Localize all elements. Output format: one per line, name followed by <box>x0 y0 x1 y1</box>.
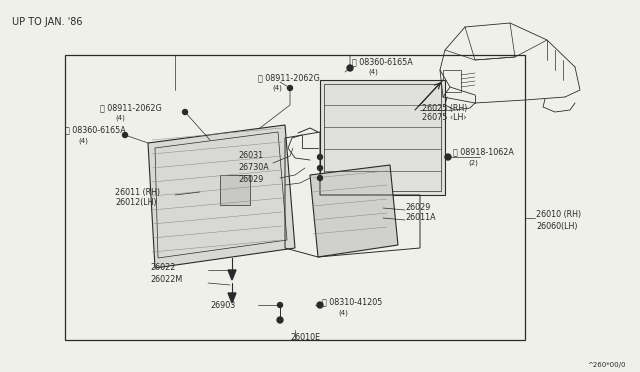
Circle shape <box>317 176 323 180</box>
Text: (2): (2) <box>468 160 478 166</box>
Text: S: S <box>348 65 352 71</box>
Polygon shape <box>148 125 295 268</box>
Bar <box>320 80 445 195</box>
Text: (4): (4) <box>338 310 348 316</box>
Text: (4): (4) <box>272 85 282 91</box>
Text: Ⓝ 08310-41205: Ⓝ 08310-41205 <box>322 298 382 307</box>
Text: 26031: 26031 <box>238 151 263 160</box>
Text: S: S <box>124 132 127 138</box>
Bar <box>65 55 525 340</box>
Circle shape <box>278 302 282 308</box>
Circle shape <box>347 65 353 71</box>
Circle shape <box>317 302 323 308</box>
Polygon shape <box>310 165 398 257</box>
Text: Ⓝ 08360-6165A: Ⓝ 08360-6165A <box>65 125 125 135</box>
Text: Ⓜ 08911-2062G: Ⓜ 08911-2062G <box>100 103 162 112</box>
Text: N: N <box>183 109 187 115</box>
Bar <box>324 84 441 191</box>
Text: Ⓜ 08918-1062A: Ⓜ 08918-1062A <box>453 148 514 157</box>
Text: S: S <box>318 302 322 308</box>
Circle shape <box>317 154 323 160</box>
Bar <box>220 175 250 205</box>
Text: 26012(LH): 26012(LH) <box>115 199 157 208</box>
Text: (4): (4) <box>115 115 125 121</box>
Circle shape <box>277 317 283 323</box>
Text: 26029: 26029 <box>405 202 430 212</box>
Text: (4): (4) <box>78 138 88 144</box>
Text: 26011A: 26011A <box>405 214 436 222</box>
Text: 26730A: 26730A <box>238 164 269 173</box>
Text: 26060(LH): 26060(LH) <box>536 221 577 231</box>
Text: 26022M: 26022M <box>150 276 182 285</box>
Text: Ⓜ 08911-2062G: Ⓜ 08911-2062G <box>258 74 320 83</box>
Circle shape <box>182 109 188 115</box>
Text: (4): (4) <box>368 69 378 75</box>
Text: 26025 (RH): 26025 (RH) <box>422 103 467 112</box>
Circle shape <box>445 154 451 160</box>
Text: N: N <box>288 86 292 90</box>
Text: 26010 (RH): 26010 (RH) <box>536 211 581 219</box>
Text: UP TO JAN. '86: UP TO JAN. '86 <box>12 17 83 27</box>
Circle shape <box>122 132 127 138</box>
Text: Ⓝ 08360-6165A: Ⓝ 08360-6165A <box>352 58 413 67</box>
Text: 26075 ‹LH›: 26075 ‹LH› <box>422 113 467 122</box>
Text: 26029: 26029 <box>238 176 264 185</box>
Text: N: N <box>446 154 450 160</box>
Text: 26022: 26022 <box>150 263 175 273</box>
Circle shape <box>287 86 292 90</box>
Text: ^260*00/0: ^260*00/0 <box>588 362 626 368</box>
Text: 26903: 26903 <box>210 301 236 310</box>
Text: 26010E: 26010E <box>290 334 320 343</box>
Polygon shape <box>228 293 236 303</box>
Text: 26011 (RH): 26011 (RH) <box>115 187 160 196</box>
Bar <box>443 70 461 92</box>
Polygon shape <box>228 270 236 280</box>
Circle shape <box>317 166 323 170</box>
